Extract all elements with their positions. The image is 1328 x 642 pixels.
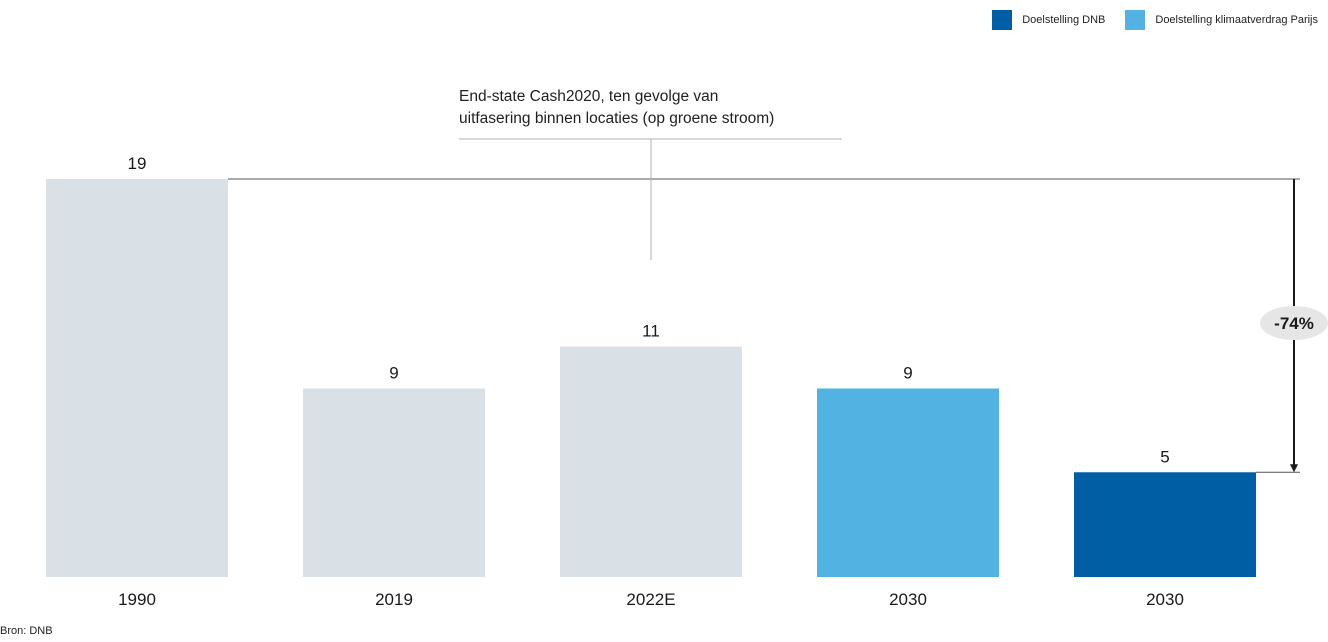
- bar-4: [1074, 472, 1256, 577]
- category-label-0: 1990: [118, 590, 156, 609]
- annotation-line-1: End-state Cash2020, ten gevolge van: [459, 88, 719, 105]
- value-label-0: 19: [128, 154, 147, 173]
- value-label-4: 5: [1160, 447, 1169, 466]
- bar-1: [303, 388, 485, 577]
- category-label-3: 2030: [889, 590, 927, 609]
- value-label-1: 9: [389, 363, 398, 382]
- category-label-2: 2022E: [626, 590, 675, 609]
- source-note: Bron: DNB: [0, 625, 53, 637]
- annotation-text: End-state Cash2020, ten gevolge van uitf…: [459, 86, 774, 130]
- category-label-1: 2019: [375, 590, 413, 609]
- legend-item-paris: Doelstelling klimaatverdrag Parijs: [1125, 10, 1318, 30]
- legend: Doelstelling DNB Doelstelling klimaatver…: [992, 10, 1318, 30]
- bar-0: [46, 179, 228, 577]
- legend-item-dnb: Doelstelling DNB: [992, 10, 1105, 30]
- legend-label-paris: Doelstelling klimaatverdrag Parijs: [1155, 14, 1318, 26]
- annotation-line-2: uitfasering binnen locaties (op groene s…: [459, 110, 775, 127]
- category-label-4: 2030: [1146, 590, 1184, 609]
- reduction-arrow-head: [1290, 464, 1298, 473]
- value-label-3: 9: [903, 363, 912, 382]
- bar-2: [560, 346, 742, 577]
- bar-3: [817, 388, 999, 577]
- legend-swatch-paris: [1125, 10, 1146, 30]
- reduction-badge: [1260, 306, 1328, 340]
- value-label-2: 11: [642, 322, 660, 341]
- reduction-label: -74%: [1274, 314, 1314, 333]
- legend-label-dnb: Doelstelling DNB: [1022, 14, 1106, 26]
- legend-swatch-dnb: [992, 10, 1013, 30]
